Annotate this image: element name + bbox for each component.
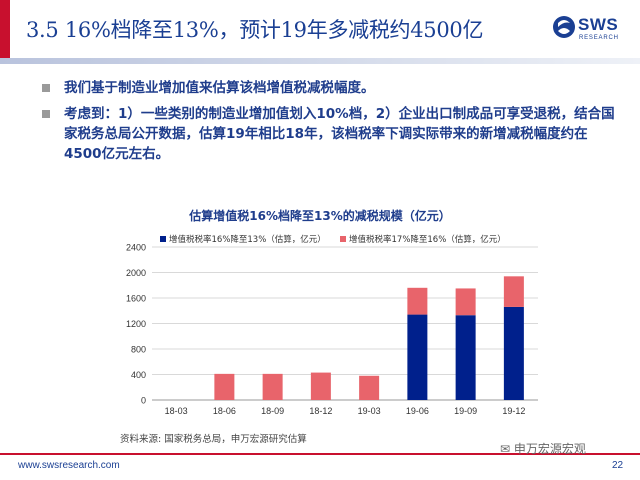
watermark-text: 申万宏源宏观 <box>513 442 586 456</box>
x-tick-label: 19-09 <box>454 406 477 416</box>
x-tick-label: 18-06 <box>213 406 236 416</box>
legend-label: 增值税税率16%降至13%（估算，亿元） <box>169 234 326 245</box>
y-tick-label: 2400 <box>126 243 146 253</box>
bullet-item: 我们基于制造业增加值来估算该档增值税减税幅度。 <box>42 78 622 98</box>
bullet-square-icon <box>42 110 50 118</box>
bar-segment <box>407 314 428 400</box>
legend-swatch <box>340 236 346 242</box>
sws-logo: SWS RESEARCH <box>552 13 630 47</box>
slide-title: 3.5 16%档降至13%，预计19年多减税约4500亿 <box>26 18 484 42</box>
bar-segment <box>455 288 476 316</box>
source-note: 资料来源: 国家税务总局，申万宏源研究估算 <box>120 434 307 445</box>
x-tick-label: 19-12 <box>502 406 525 416</box>
y-tick-label: 2000 <box>126 268 146 278</box>
bullet-item: 考虑到：1）一些类别的制造业增加值划入10%档，2）企业出口制成品可享受退税，结… <box>42 104 622 164</box>
bar-segment <box>310 372 331 400</box>
x-tick-label: 18-03 <box>165 406 188 416</box>
bar-segment <box>262 373 283 400</box>
wechat-watermark: ✉ 申万宏源宏观 <box>500 440 586 457</box>
bullet-text: 我们基于制造业增加值来估算该档增值税减税幅度。 <box>64 80 375 96</box>
bar-segment <box>214 373 235 400</box>
x-tick-label: 19-06 <box>406 406 429 416</box>
bullet-list: 我们基于制造业增加值来估算该档增值税减税幅度。 考虑到：1）一些类别的制造业增加… <box>42 78 622 170</box>
footer-url[interactable]: www.swsresearch.com <box>18 460 120 471</box>
title-divider <box>0 58 640 64</box>
bar-segment <box>503 276 524 307</box>
y-tick-label: 1200 <box>126 319 146 329</box>
bullet-square-icon <box>42 84 50 92</box>
y-tick-label: 400 <box>131 370 146 380</box>
y-tick-label: 800 <box>131 345 146 355</box>
logo-subtext: RESEARCH <box>579 35 619 41</box>
page-number: 22 <box>612 460 624 471</box>
bullet-text: 考虑到：1）一些类别的制造业增加值划入10%档，2）企业出口制成品可享受退税，结… <box>64 106 615 162</box>
footer-divider <box>0 453 640 455</box>
wechat-icon: ✉ <box>500 442 511 456</box>
y-tick-label: 1600 <box>126 294 146 304</box>
bar-segment <box>359 375 380 400</box>
legend-label: 增值税税率17%降至16%（估算，亿元） <box>349 234 506 245</box>
x-tick-label: 18-12 <box>309 406 332 416</box>
legend-swatch <box>160 236 166 242</box>
chart-title: 估算增值税16%档降至13%的减税规模（亿元） <box>189 209 451 223</box>
y-tick-label: 0 <box>141 396 146 406</box>
sws-logo-icon <box>553 16 575 38</box>
x-tick-label: 19-03 <box>358 406 381 416</box>
bar-segment <box>503 306 524 400</box>
bar-segment <box>407 287 428 315</box>
x-tick-label: 18-09 <box>261 406 284 416</box>
title-accent-bar <box>0 0 10 58</box>
logo-wordmark: SWS <box>578 15 619 34</box>
bar-segment <box>455 315 476 400</box>
